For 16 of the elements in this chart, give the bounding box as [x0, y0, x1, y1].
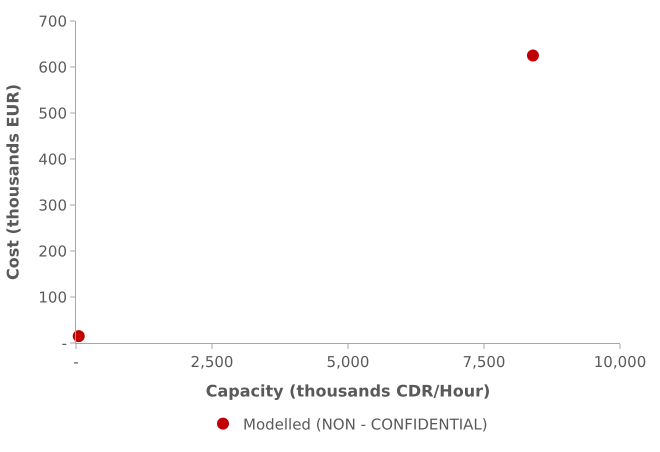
y-tick-label: 700 [38, 12, 67, 30]
x-tick-label: 7,500 [462, 353, 506, 371]
y-tick-label: 100 [38, 288, 67, 306]
x-tick-label: - [73, 353, 79, 371]
x-tick-label: 10,000 [594, 353, 646, 371]
y-tick-label: 500 [38, 104, 67, 122]
y-axis-title: Cost (thousands EUR) [3, 84, 22, 280]
y-tick-label: - [62, 334, 67, 352]
legend-label: Modelled (NON - CONFIDENTIAL) [243, 416, 488, 434]
x-tick-label: 2,500 [190, 353, 234, 371]
y-tick-label: 200 [38, 242, 67, 260]
x-tick-label: 5,000 [326, 353, 370, 371]
x-axis-title: Capacity (thousands CDR/Hour) [206, 382, 490, 401]
y-tick-label: 300 [38, 196, 67, 214]
y-tick-label: 600 [38, 58, 67, 76]
y-tick-label: 400 [38, 150, 67, 168]
